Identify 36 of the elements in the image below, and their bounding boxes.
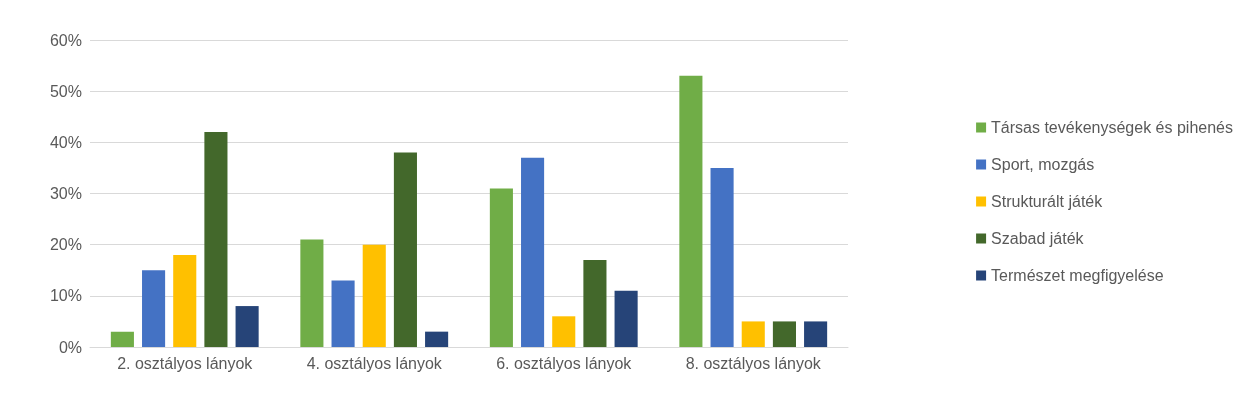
bar — [772, 321, 796, 347]
x-tick-label: 8. osztályos lányok — [685, 354, 822, 372]
bar — [741, 321, 765, 347]
y-tick-label: 0% — [58, 338, 82, 356]
y-tick-label: 60% — [49, 31, 82, 49]
x-tick-label: 6. osztályos lányok — [496, 354, 633, 372]
bar — [489, 188, 513, 347]
legend-label: Strukturált játék — [991, 193, 1104, 210]
x-tick-label: 2. osztályos lányok — [117, 354, 254, 372]
bar — [204, 132, 228, 347]
legend-label: Szabad játék — [991, 230, 1085, 247]
bar — [614, 290, 638, 347]
bar — [583, 260, 607, 347]
bar — [679, 75, 703, 347]
bar — [173, 254, 197, 347]
bar — [804, 321, 828, 347]
y-tick-label: 20% — [49, 236, 82, 254]
x-tick-label: 4. osztályos lányok — [306, 354, 443, 372]
bar — [552, 316, 576, 347]
legend-label: Sport, mozgás — [991, 156, 1095, 173]
bar — [110, 331, 134, 347]
y-tick-label: 10% — [49, 287, 82, 305]
y-tick-label: 30% — [49, 185, 82, 202]
bar — [331, 280, 355, 347]
y-tick-label: 50% — [49, 82, 82, 100]
legend-label: Természet megfigyelése — [991, 267, 1164, 284]
bar — [393, 152, 417, 347]
y-tick-label: 40% — [49, 133, 82, 151]
bar — [425, 331, 449, 347]
bar — [142, 270, 166, 347]
bar — [235, 306, 259, 347]
bar — [710, 167, 734, 347]
bar — [362, 244, 386, 347]
legend-label: Társas tevékenységek és pihenés — [991, 119, 1234, 136]
bar — [300, 239, 324, 347]
bar — [521, 157, 545, 347]
